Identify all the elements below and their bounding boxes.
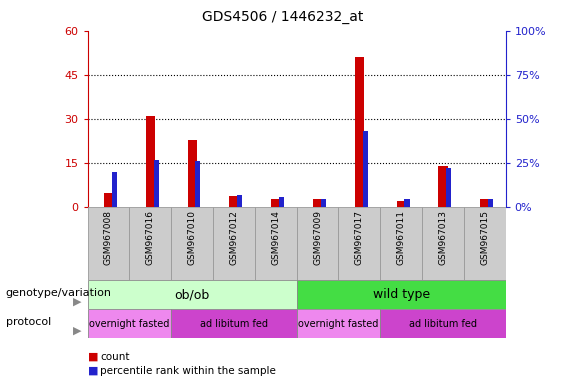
Bar <box>229 195 238 207</box>
Bar <box>88 309 171 338</box>
Bar <box>129 207 171 280</box>
Bar <box>188 140 197 207</box>
Bar <box>480 199 489 207</box>
Text: overnight fasted: overnight fasted <box>89 318 170 329</box>
Bar <box>255 207 297 280</box>
Bar <box>363 131 368 207</box>
Text: GSM967017: GSM967017 <box>355 210 364 265</box>
Bar <box>355 57 364 207</box>
Bar <box>88 207 129 280</box>
Text: GSM967014: GSM967014 <box>271 210 280 265</box>
Text: protocol: protocol <box>6 316 51 327</box>
Text: ■: ■ <box>88 352 98 362</box>
Bar <box>271 199 280 207</box>
Text: genotype/variation: genotype/variation <box>6 288 112 298</box>
Text: ▶: ▶ <box>73 296 82 307</box>
Text: ad libitum fed: ad libitum fed <box>200 318 268 329</box>
Bar <box>464 207 506 280</box>
Text: GSM967011: GSM967011 <box>397 210 406 265</box>
Bar <box>338 207 380 280</box>
Bar <box>380 207 422 280</box>
Bar <box>195 161 201 207</box>
Bar <box>237 195 242 207</box>
Bar <box>297 309 380 338</box>
Text: ob/ob: ob/ob <box>175 288 210 301</box>
Bar <box>279 197 284 207</box>
Text: ad libitum fed: ad libitum fed <box>409 318 477 329</box>
Text: overnight fasted: overnight fasted <box>298 318 379 329</box>
Bar <box>112 172 117 207</box>
Bar <box>397 202 406 207</box>
Text: GSM967010: GSM967010 <box>188 210 197 265</box>
Bar <box>422 207 464 280</box>
Text: GSM967012: GSM967012 <box>229 210 238 265</box>
Bar <box>88 280 297 309</box>
Text: GSM967015: GSM967015 <box>480 210 489 265</box>
Bar <box>213 207 255 280</box>
Text: ■: ■ <box>88 366 98 376</box>
Text: percentile rank within the sample: percentile rank within the sample <box>100 366 276 376</box>
Text: GSM967008: GSM967008 <box>104 210 113 265</box>
Bar <box>297 280 506 309</box>
Bar <box>438 166 447 207</box>
Text: count: count <box>100 352 129 362</box>
Text: GDS4506 / 1446232_at: GDS4506 / 1446232_at <box>202 10 363 23</box>
Bar <box>488 199 493 207</box>
Bar <box>405 199 410 207</box>
Bar <box>171 207 213 280</box>
Bar <box>297 207 338 280</box>
Bar <box>313 199 322 207</box>
Bar <box>154 160 159 207</box>
Bar <box>446 169 451 207</box>
Bar <box>171 309 297 338</box>
Bar <box>104 193 113 207</box>
Bar <box>146 116 155 207</box>
Text: GSM967009: GSM967009 <box>313 210 322 265</box>
Text: ▶: ▶ <box>73 325 82 336</box>
Bar <box>321 199 326 207</box>
Text: GSM967013: GSM967013 <box>438 210 447 265</box>
Text: GSM967016: GSM967016 <box>146 210 155 265</box>
Text: wild type: wild type <box>372 288 430 301</box>
Bar <box>380 309 506 338</box>
